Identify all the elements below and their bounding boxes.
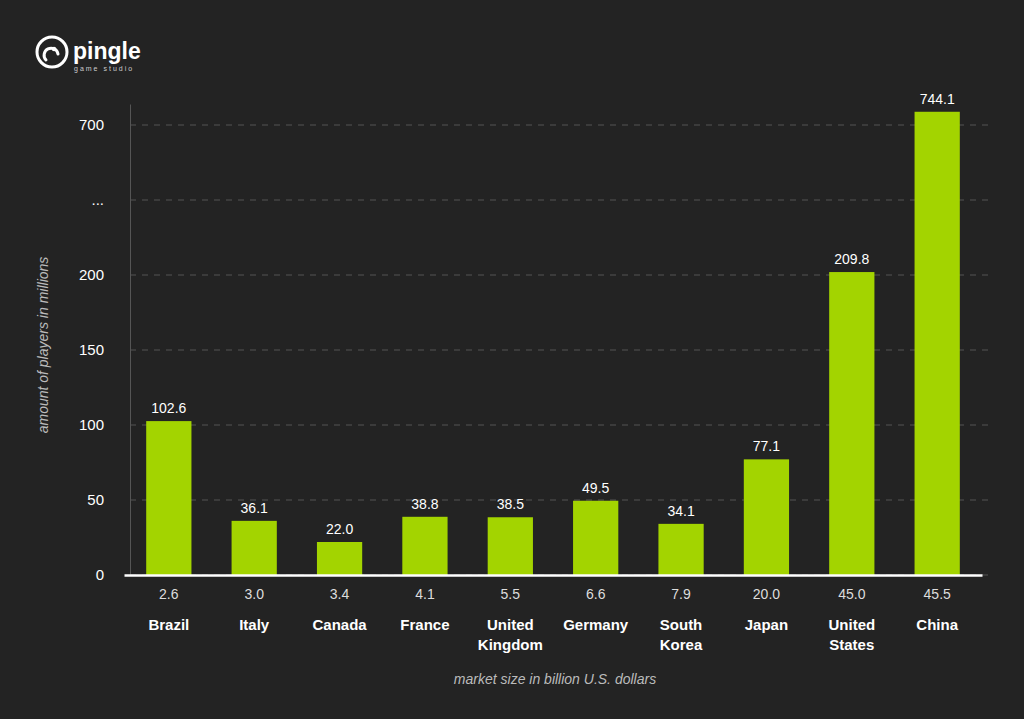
y-axis-title: amount of players in millions (35, 257, 51, 434)
background (0, 0, 1024, 719)
x-axis-line (125, 574, 983, 577)
market-size-label: 7.9 (671, 586, 691, 602)
market-size-label: 6.6 (586, 586, 606, 602)
y-tick-label: 150 (79, 341, 104, 358)
x-axis-title: market size in billion U.S. dollars (454, 671, 656, 687)
x-tick: 3.0 (244, 575, 264, 602)
bar (232, 521, 277, 575)
y-tick: 50 (87, 491, 130, 508)
category-label: France (400, 616, 449, 633)
market-size-label: 45.5 (924, 586, 951, 602)
bar (317, 542, 362, 575)
category-label: Italy (239, 616, 270, 633)
data-label: 49.5 (582, 480, 609, 496)
y-tick-label: 200 (79, 266, 104, 283)
x-tick: 6.6 (586, 575, 606, 602)
data-label: 102.6 (151, 400, 186, 416)
bar (146, 421, 191, 575)
market-size-label: 45.0 (838, 586, 865, 602)
data-label: 38.8 (411, 496, 438, 512)
category-label-line: Korea (660, 636, 703, 653)
data-label: 38.5 (497, 496, 524, 512)
bar (402, 517, 447, 575)
plot: 0 50 100 150 200... 700 102.6 36.1 22.0 38.8 38.5 4… (79, 91, 988, 653)
y-tick: 150 (79, 341, 130, 358)
x-tick: 2.6 (159, 575, 179, 602)
x-tick: 45.5 (924, 575, 951, 602)
x-tick: 4.1 (415, 575, 435, 602)
grid-line (130, 200, 988, 201)
bars (146, 112, 960, 575)
category-label-line: States (829, 636, 874, 653)
category-label-line: Italy (239, 616, 270, 633)
data-label: 744.1 (920, 91, 955, 107)
y-tick-label: ... (91, 191, 104, 208)
y-tick: 700 (79, 116, 130, 133)
data-label: 22.0 (326, 521, 353, 537)
bar (573, 501, 618, 575)
category-label-line: Brazil (148, 616, 189, 633)
y-tick-label: 100 (79, 416, 104, 433)
category-label: Canada (312, 616, 367, 633)
category-label-line: United (487, 616, 534, 633)
market-size-label: 2.6 (159, 586, 179, 602)
category-label-line: South (660, 616, 703, 633)
x-tick: 20.0 (753, 575, 780, 602)
market-size-label: 20.0 (753, 586, 780, 602)
logo-name: pingle (73, 38, 141, 64)
market-size-label: 3.4 (330, 586, 350, 602)
bar (658, 524, 703, 575)
bar (829, 272, 874, 575)
data-label: 209.8 (834, 251, 869, 267)
x-tick: 45.0 (838, 575, 865, 602)
y-tick: 200 (79, 266, 130, 283)
bar (488, 517, 533, 575)
category-label: South Korea (660, 616, 703, 653)
y-axis: 0 50 100 150 200... 700 (79, 105, 131, 584)
category-label-line: Germany (563, 616, 629, 633)
y-tick: ... (91, 191, 130, 208)
category-label: Germany (563, 616, 629, 633)
chart-canvas: pinglegame studio 0 50 100 150 200... 700 102.6… (0, 0, 1024, 719)
data-label: 36.1 (241, 500, 268, 516)
data-label: 77.1 (753, 438, 780, 454)
market-size-label: 5.5 (501, 586, 521, 602)
category-label: Brazil (148, 616, 189, 633)
market-size-label: 3.0 (244, 586, 264, 602)
y-axis-line (130, 105, 131, 576)
logo-ring (37, 37, 67, 67)
y-tick-label: 700 (79, 116, 104, 133)
category-label-line: France (400, 616, 449, 633)
category-label-line: Canada (312, 616, 367, 633)
category-label: United Kingdom (478, 616, 543, 653)
y-tick-label: 50 (87, 491, 104, 508)
logo-dot (52, 47, 56, 51)
data-labels: 102.6 36.1 22.0 38.8 38.5 49.5 34.1 77.1 209.8 74… (151, 91, 955, 537)
x-tick: 7.9 (671, 575, 691, 602)
category-label: China (916, 616, 958, 633)
category-label-line: China (916, 616, 958, 633)
grid (130, 125, 988, 575)
y-tick-label: 0 (96, 566, 104, 583)
bar (744, 459, 789, 575)
category-label-line: United (828, 616, 875, 633)
category-labels: Brazil Italy Canada France United Kingdom Germ… (148, 616, 958, 653)
grid-line (130, 125, 988, 126)
logo-tagline: game studio (74, 65, 134, 73)
data-label: 34.1 (667, 503, 694, 519)
x-axis: 2.6 3.0 3.4 4.1 5.5 6.6 7.9 20.0 45.0 45.5 (125, 575, 983, 602)
category-label: United States (828, 616, 875, 653)
category-label: Japan (745, 616, 788, 633)
logo (37, 37, 67, 67)
y-tick: 100 (79, 416, 130, 433)
market-size-label: 4.1 (415, 586, 435, 602)
bar (915, 112, 960, 575)
x-tick: 3.4 (330, 575, 350, 602)
category-label-line: Japan (745, 616, 788, 633)
category-label-line: Kingdom (478, 636, 543, 653)
x-tick: 5.5 (501, 575, 521, 602)
